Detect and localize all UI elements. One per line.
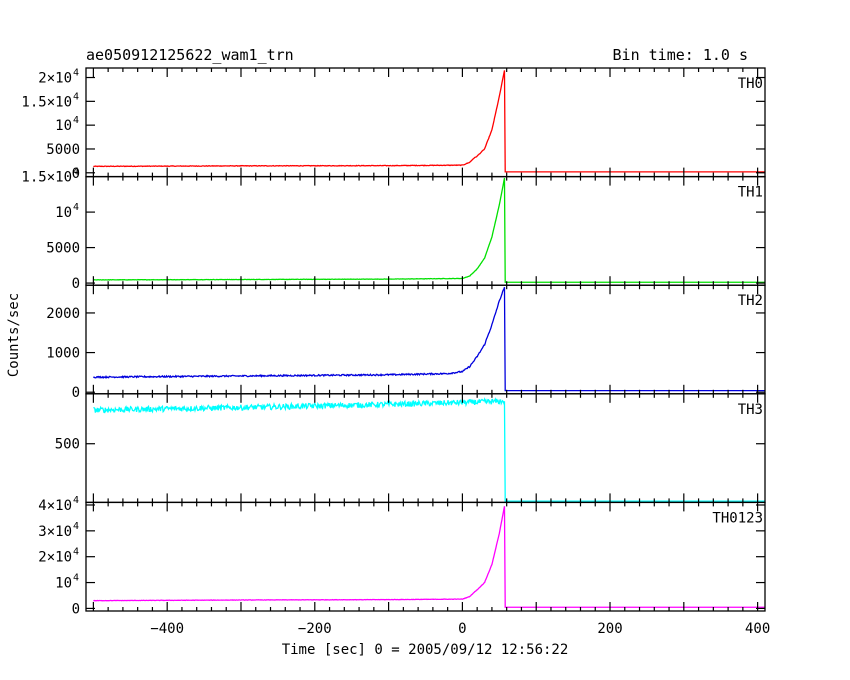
y-tick-label-exponent: 4 [73,202,79,213]
y-tick-label: 4×10 [38,498,72,514]
panel-label-th3: TH3 [738,402,763,418]
y-tick-label: 500 [55,437,80,453]
y-tick-label-exponent: 4 [73,167,79,178]
panel-frame-th2 [85,284,766,395]
y-tick-label-exponent: 4 [73,521,79,532]
panel-frame-th0 [85,67,766,178]
y-tick-label: 3×10 [38,524,72,540]
y-tick-label: 10 [55,118,72,134]
y-tick-label: 5000 [46,241,80,257]
panel-frame-th1 [85,175,766,286]
y-tick-label: 1.5×10 [21,170,72,186]
series-line-th0 [93,70,765,173]
y-tick-label: 0 [72,385,80,401]
y-tick-label: 10 [55,576,72,592]
y-tick-label: 5000 [46,142,80,158]
panel-label-th0: TH0 [738,76,763,92]
y-tick-label-exponent: 4 [73,115,79,126]
y-tick-label: 0 [72,601,80,617]
y-axis-label: Counts/sec [6,293,22,377]
x-tick-label: −400 [150,621,184,637]
series-line-th0123 [93,506,765,608]
y-tick-label: 1000 [46,346,80,362]
series-line-th2 [92,286,765,392]
y-tick-label-exponent: 4 [73,547,79,558]
y-tick-label-exponent: 4 [73,573,79,584]
y-tick-label: 0 [72,166,80,182]
y-tick-label: 2×10 [38,550,72,566]
x-tick-label: −200 [298,621,332,637]
y-tick-label-exponent: 4 [73,68,79,79]
y-tick-label: 1.5×10 [21,94,72,110]
y-tick-label: 0 [72,276,80,292]
panel-label-th2: TH2 [738,293,763,309]
y-tick-label: 10 [55,205,72,221]
panel-label-th1: TH1 [738,185,763,201]
panel-frame-th0123 [85,501,766,612]
bin-time-label: Bin time: 1.0 s [613,46,748,64]
chart-title: ae050912125622_wam1_trn [86,46,294,64]
y-tick-label-exponent: 4 [73,91,79,102]
x-tick-label: 200 [597,621,622,637]
y-tick-label: 2×10 [38,71,72,87]
series-line-th3 [93,397,765,502]
series-line-th1 [93,177,765,283]
panel-label-th0123: TH0123 [712,510,763,526]
x-tick-label: 0 [458,621,466,637]
x-axis-label: Time [sec] 0 = 2005/09/12 12:56:22 [282,642,569,658]
x-tick-label: 400 [745,621,770,637]
y-tick-label: 2000 [46,306,80,322]
y-tick-label-exponent: 4 [73,495,79,506]
